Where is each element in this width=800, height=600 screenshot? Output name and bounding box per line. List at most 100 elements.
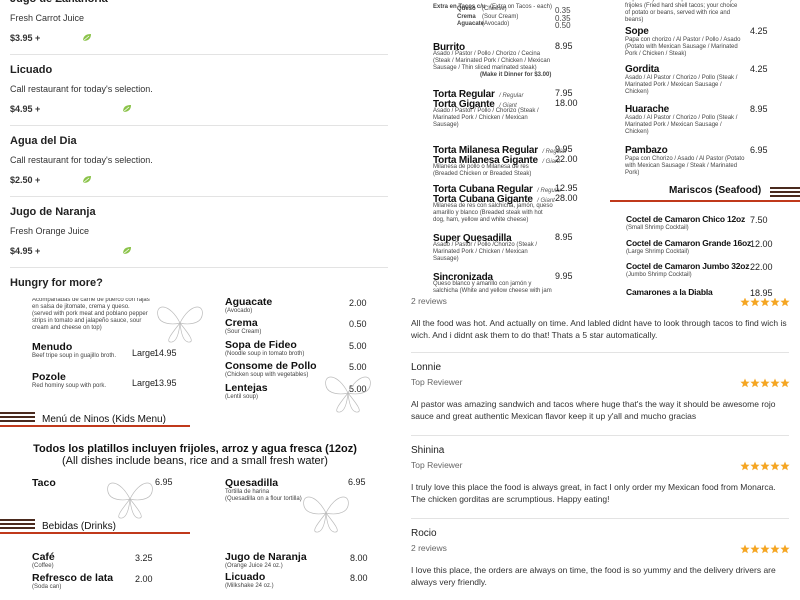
item-price: 12.00 bbox=[750, 239, 773, 249]
section-heading: Mariscos (Seafood) bbox=[669, 185, 762, 196]
butterfly-decoration bbox=[107, 482, 153, 519]
item-name: Pambazo bbox=[625, 145, 668, 156]
extra-price: 0.35 bbox=[555, 6, 571, 15]
item-name: Super Quesadilla bbox=[433, 233, 512, 244]
item-price: 4.25 bbox=[750, 26, 768, 36]
item-line: Torta Milanesa Gigante / Giant 22.00 bbox=[433, 154, 583, 166]
review-text: I truly love this place the food is alwa… bbox=[411, 482, 776, 504]
leaf-icon bbox=[82, 34, 91, 42]
item-size: / Giant bbox=[499, 103, 517, 109]
star-icon bbox=[740, 378, 750, 388]
butterfly-decoration bbox=[157, 306, 203, 343]
item-translation: (Orange Juice 24 oz.) bbox=[225, 563, 283, 569]
menu-item: Torta Cubana Regular / Regular 12.95 Torta… bbox=[433, 183, 583, 224]
item-name: Licuado bbox=[10, 64, 53, 76]
item-name: Quesadilla bbox=[225, 477, 279, 489]
item-description: Milanesa de res con salchicha, jamón, qu… bbox=[433, 203, 553, 223]
section-heading: Bebidas (Drinks) bbox=[42, 521, 116, 532]
menu-item: Super Quesadilla 8.95 Asado / Pastor / Pol… bbox=[433, 232, 583, 263]
item-description: Fresh Carrot Juice bbox=[10, 13, 85, 23]
item-name: Licuado bbox=[225, 571, 266, 583]
item-line: Super Quesadilla 8.95 bbox=[433, 232, 583, 244]
item-line: Torta Gigante / Giant 18.00 bbox=[433, 98, 583, 110]
reviewer-name: Rocio bbox=[411, 528, 437, 539]
item-name: Torta Gigante bbox=[433, 99, 495, 110]
item-description: Red hominy soup with pork. bbox=[32, 383, 107, 389]
item-name: Café bbox=[32, 551, 55, 563]
item-note: (Make it Dinner for $3.00) bbox=[480, 72, 552, 78]
item-name: Torta Milanesa Gigante bbox=[433, 155, 538, 166]
item-line: Burrito 8.95 bbox=[433, 41, 583, 53]
star-icon bbox=[760, 461, 770, 471]
item-description: Asado / Pastor / Pollo / Chorizo / Cecin… bbox=[433, 51, 551, 71]
extra-name: Crema bbox=[457, 13, 476, 20]
item-price: 13.95 bbox=[154, 378, 177, 388]
section-heading: Menú de Ninos (Kids Menu) bbox=[42, 414, 166, 425]
item-description: Acompañadas de carne de puerco con rajas… bbox=[32, 298, 150, 331]
item-price: 3.25 bbox=[135, 553, 153, 563]
star-icon bbox=[760, 378, 770, 388]
leaf-icon bbox=[82, 176, 91, 184]
item-name: Torta Cubana Gigante bbox=[433, 194, 533, 205]
item-size: / Regular bbox=[499, 93, 524, 99]
item-name: Burrito bbox=[433, 42, 465, 53]
star-icon bbox=[780, 461, 790, 471]
star-icon bbox=[750, 544, 760, 554]
extra-name: Queso bbox=[457, 6, 476, 12]
item-price: $4.95 + bbox=[10, 104, 41, 114]
item-translation: (Noodle soup in tomato broth) bbox=[225, 351, 305, 357]
item-description: Milanesa de pollo o Milanesa de res (Bre… bbox=[433, 164, 532, 177]
menu-image-top: Extra en Tacos c/u (Extra on Tacos - eac… bbox=[410, 0, 800, 298]
reviewer-name: Lonnie bbox=[411, 362, 442, 373]
divider bbox=[10, 54, 388, 55]
item-translation: (Avocado) bbox=[225, 308, 253, 314]
drinks-panel: Jugo de Zanahoria Fresh Carrot Juice $3.95… bbox=[0, 0, 390, 296]
divider bbox=[10, 267, 388, 268]
extra-translation: (Sour Cream) bbox=[482, 13, 519, 20]
star-icon bbox=[760, 298, 770, 307]
heading-stripe bbox=[0, 523, 35, 525]
extra-translation: (Cheese) bbox=[482, 6, 507, 12]
star-icon bbox=[770, 461, 780, 471]
heading-rule bbox=[610, 200, 800, 202]
item-translation: (Coffee) bbox=[32, 563, 54, 569]
item-translation: (Chicken soup with vegetables) bbox=[225, 372, 309, 378]
heading-stripe bbox=[0, 519, 35, 521]
item-description: Beef tripe soup in guajillo broth. bbox=[32, 353, 117, 359]
item-price: $3.95 + bbox=[10, 33, 41, 43]
item-price: 5.00 bbox=[349, 384, 367, 394]
item-name: Coctel de Camaron Chico 12oz bbox=[626, 214, 746, 224]
item-name: Refresco de lata bbox=[32, 572, 114, 584]
item-translation: (Quesadilla on a flour tortilla) bbox=[225, 496, 302, 502]
item-size: / Giant bbox=[537, 198, 555, 204]
star-icon bbox=[740, 461, 750, 471]
butterfly-decoration bbox=[325, 376, 371, 413]
star-icon bbox=[770, 298, 780, 307]
item-description: Call restaurant for today's selection. bbox=[10, 155, 153, 165]
heading-stripe bbox=[0, 527, 35, 529]
star-icon bbox=[770, 378, 780, 388]
reviewer-meta: Top Reviewer bbox=[411, 377, 463, 387]
item-price: $2.50 + bbox=[10, 175, 41, 185]
item-name: Menudo bbox=[32, 341, 73, 353]
extras-title: Extra en Tacos c/u (Extra on Tacos - eac… bbox=[433, 0, 552, 13]
reviewer-meta: Top Reviewer bbox=[411, 460, 463, 470]
item-price: 7.50 bbox=[750, 215, 768, 225]
item-name: Lentejas bbox=[225, 382, 268, 394]
reviews-panel: 2 reviews All the food was hot. And actua… bbox=[410, 298, 800, 600]
item-price: 9.95 bbox=[555, 271, 573, 281]
item-description: Queso blanco y amarillo con jamón y salc… bbox=[433, 281, 552, 294]
item-name: Consome de Pollo bbox=[225, 360, 317, 372]
item-name: Jugo de Zanahoria bbox=[10, 0, 108, 6]
item-name: Huarache bbox=[625, 104, 669, 115]
menu-item: Burrito 8.95 Asado / Pastor / Pollo / Chor… bbox=[433, 41, 583, 79]
item-line: Torta Milanesa Regular / Regular 9.95 bbox=[433, 144, 583, 156]
item-price: 18.95 bbox=[750, 288, 773, 298]
item-translation: (Milkshake 24 oz.) bbox=[225, 583, 274, 589]
leaf-icon bbox=[122, 247, 131, 255]
heading-stripe bbox=[0, 412, 35, 414]
item-price: 8.95 bbox=[555, 232, 573, 242]
extra-translation: (Avocado) bbox=[482, 21, 510, 27]
item-name: Aguacate bbox=[225, 298, 273, 308]
star-icon bbox=[760, 544, 770, 554]
